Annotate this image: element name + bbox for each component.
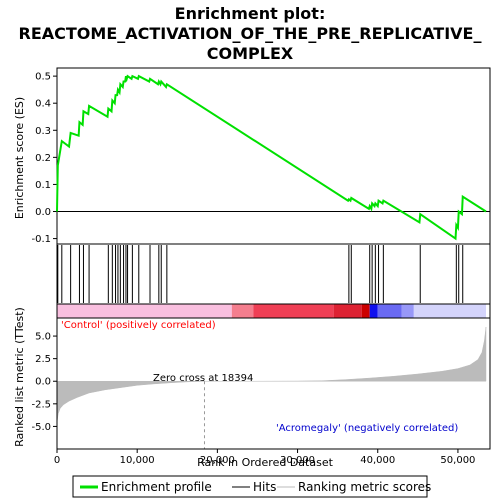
hits-panel [56, 243, 491, 305]
legend: Enrichment profile Hits Ranking metric s… [72, 475, 431, 498]
colorbar-segment [253, 304, 334, 318]
es-y-tick-label: 0.3 [35, 126, 51, 137]
x-tick-label: 30,000 [280, 455, 315, 466]
es-panel: -0.1 0.0 0.1 0.2 0.3 0.4 0.5 [31, 67, 491, 245]
metric-y-tick-label: 0.0 [35, 377, 51, 388]
metric-y-axis-label: Ranked list metric (TTest) [13, 307, 26, 447]
ranking-metric-area [56, 327, 487, 423]
metric-panel: -5.0 -2.5 0.0 2.5 5.0 [31, 317, 491, 450]
x-tick-label: 50,000 [440, 455, 475, 466]
metric-y-tick-label: 5.0 [35, 332, 51, 343]
x-tick-label: 0 [54, 455, 60, 466]
enrichment-profile-line [56, 74, 487, 241]
colorbar-segment [57, 304, 232, 318]
legend-label-hits: Hits [253, 480, 276, 494]
x-tick-label: 40,000 [360, 455, 395, 466]
colorbar-segment [369, 304, 378, 318]
es-y-axis-label: Enrichment score (ES) [13, 97, 26, 219]
title-line-1: Enrichment plot: [175, 4, 326, 23]
colorbar-segment [401, 304, 414, 318]
positive-correlation-label: 'Control' (positively correlated) [61, 320, 216, 331]
metric-y-tick-label: 2.5 [35, 354, 51, 365]
x-tick-label: 20,000 [200, 455, 235, 466]
es-y-tick-label: 0.4 [35, 99, 51, 110]
colorbar-panel [56, 303, 491, 319]
x-axis: 0 10,000 20,000 30,000 40,000 50,000 [54, 449, 475, 466]
es-y-tick-label: 0.5 [35, 72, 51, 83]
colorbar-segment [361, 304, 370, 318]
colorbar-segment [413, 304, 486, 318]
metric-panel-frame [56, 317, 491, 450]
es-y-tick-label: 0.0 [35, 207, 51, 218]
es-y-tick-label: 0.2 [35, 153, 51, 164]
legend-label-metric: Ranking metric scores [298, 480, 431, 494]
metric-y-tick-label: -2.5 [31, 399, 51, 410]
metric-y-tick-label: -5.0 [31, 422, 51, 433]
legend-label-enrichment: Enrichment profile [101, 480, 212, 494]
colorbar-segment [231, 304, 254, 318]
hits-panel-frame [56, 243, 491, 305]
title-line-3: COMPLEX [207, 44, 294, 63]
zero-cross-label: Zero cross at 18394 [153, 373, 253, 384]
negative-correlation-label: 'Acromegaly' (negatively correlated) [276, 423, 458, 434]
colorbar-segment [333, 304, 362, 318]
x-tick-label: 10,000 [120, 455, 155, 466]
es-y-tick-label: 0.1 [35, 180, 51, 191]
colorbar-segment [377, 304, 402, 318]
title-line-2: REACTOME_ACTIVATION_OF_THE_PRE_REPLICATI… [19, 24, 482, 43]
x-axis-label: Rank in Ordered Dataset [197, 456, 334, 469]
es-y-tick-label: -0.1 [31, 234, 51, 245]
es-panel-frame [56, 67, 491, 245]
